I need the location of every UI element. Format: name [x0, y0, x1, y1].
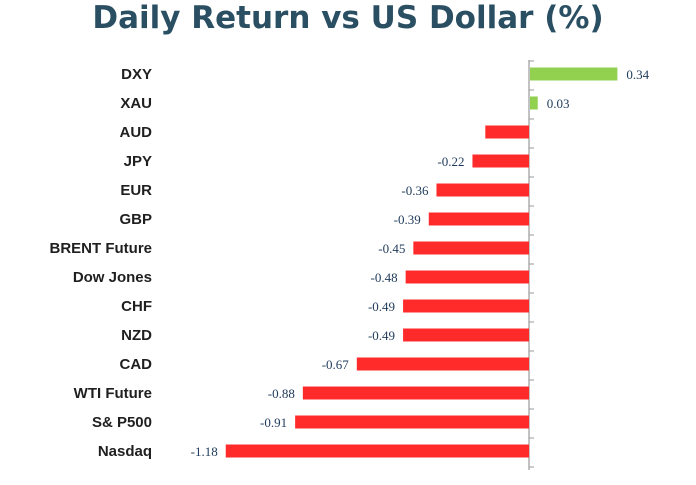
bars-group: [225, 67, 618, 458]
category-label: S& P500: [92, 414, 152, 431]
bar: [403, 299, 529, 313]
bar: [413, 241, 529, 255]
data-label: -0.22: [437, 154, 464, 169]
data-label: -0.45: [378, 241, 405, 256]
data-label: -0.49: [368, 299, 395, 314]
data-label: -1.18: [191, 444, 218, 459]
bar: [403, 328, 529, 342]
data-label: -0.36: [401, 183, 429, 198]
category-label: WTI Future: [74, 385, 152, 402]
bar: [530, 67, 618, 81]
category-label: CHF: [121, 298, 152, 315]
category-label: EUR: [120, 182, 152, 199]
bar: [472, 154, 529, 168]
bar: [295, 415, 529, 429]
chart-title: Daily Return vs US Dollar (%): [92, 0, 604, 36]
data-label: -0.39: [394, 212, 421, 227]
category-label: GBP: [119, 211, 152, 228]
data-label: -0.48: [371, 270, 398, 285]
bar: [428, 212, 529, 226]
category-label: AUD: [120, 124, 153, 141]
data-label: 0.03: [547, 96, 570, 111]
data-label: -0.67: [322, 357, 350, 372]
category-label: Dow Jones: [73, 269, 152, 286]
data-label: -0.88: [268, 386, 295, 401]
category-label: XAU: [120, 95, 152, 112]
category-label: Nasdaq: [98, 443, 152, 460]
category-label: JPY: [124, 153, 152, 170]
bar: [485, 125, 529, 139]
data-label: -0.49: [368, 328, 395, 343]
bar: [302, 386, 529, 400]
bar: [530, 96, 538, 110]
category-label: BRENT Future: [50, 240, 153, 257]
bar: [405, 270, 529, 284]
bar: [356, 357, 529, 371]
data-label: 0.34: [626, 67, 649, 82]
data-label: -0.91: [260, 415, 287, 430]
bar: [436, 183, 529, 197]
labels-group: DXY 0.34 XAU 0.03 AUD JPY -0.22 EUR -0.36 GBP -0.3…: [50, 66, 650, 460]
category-label: NZD: [121, 327, 152, 344]
axis-group: [528, 60, 534, 470]
category-label: CAD: [120, 356, 153, 373]
category-label: DXY: [121, 66, 152, 83]
bar: [225, 444, 530, 458]
